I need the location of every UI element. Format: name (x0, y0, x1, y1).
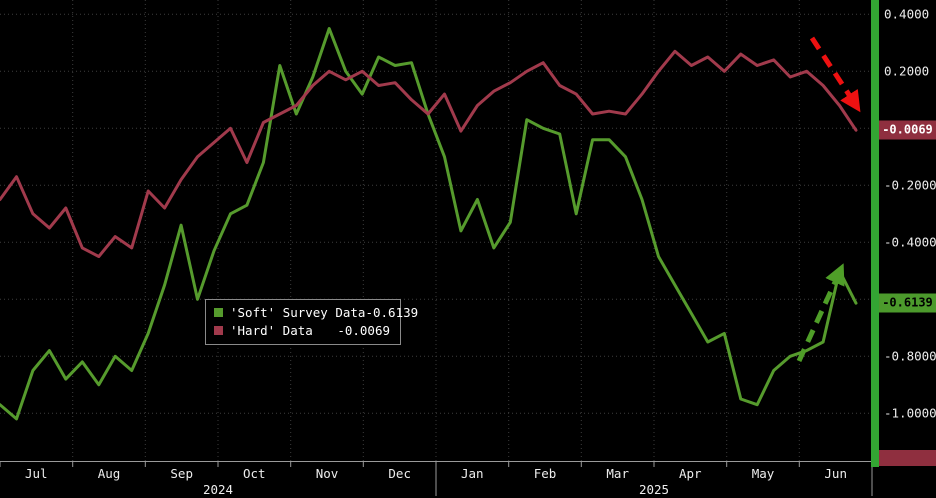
legend-label-soft: 'Soft' Survey Data (230, 305, 366, 320)
hard-data-line (0, 49, 858, 258)
grid (0, 0, 872, 461)
legend-swatch-hard (214, 326, 223, 335)
soft-data-rising-arrow (796, 263, 845, 363)
annotations (796, 36, 861, 363)
soft-survey-data-line (0, 27, 858, 421)
bottom-right-red-box (879, 450, 936, 466)
legend-item-hard: 'Hard' Data -0.0069 (214, 323, 390, 338)
legend-item-soft: 'Soft' Survey Data -0.6139 (214, 305, 418, 320)
series-lines (0, 27, 858, 421)
legend-value-soft: -0.6139 (365, 305, 419, 320)
legend: 'Soft' Survey Data -0.6139 'Hard' Data -… (205, 299, 418, 345)
hard-data-falling-arrow (809, 36, 861, 113)
legend-label-hard: 'Hard' Data (230, 323, 313, 338)
right-axis-strip (871, 0, 879, 467)
x-axis-line (0, 461, 936, 496)
legend-value-hard: -0.0069 (337, 323, 390, 338)
legend-swatch-soft (214, 308, 223, 317)
